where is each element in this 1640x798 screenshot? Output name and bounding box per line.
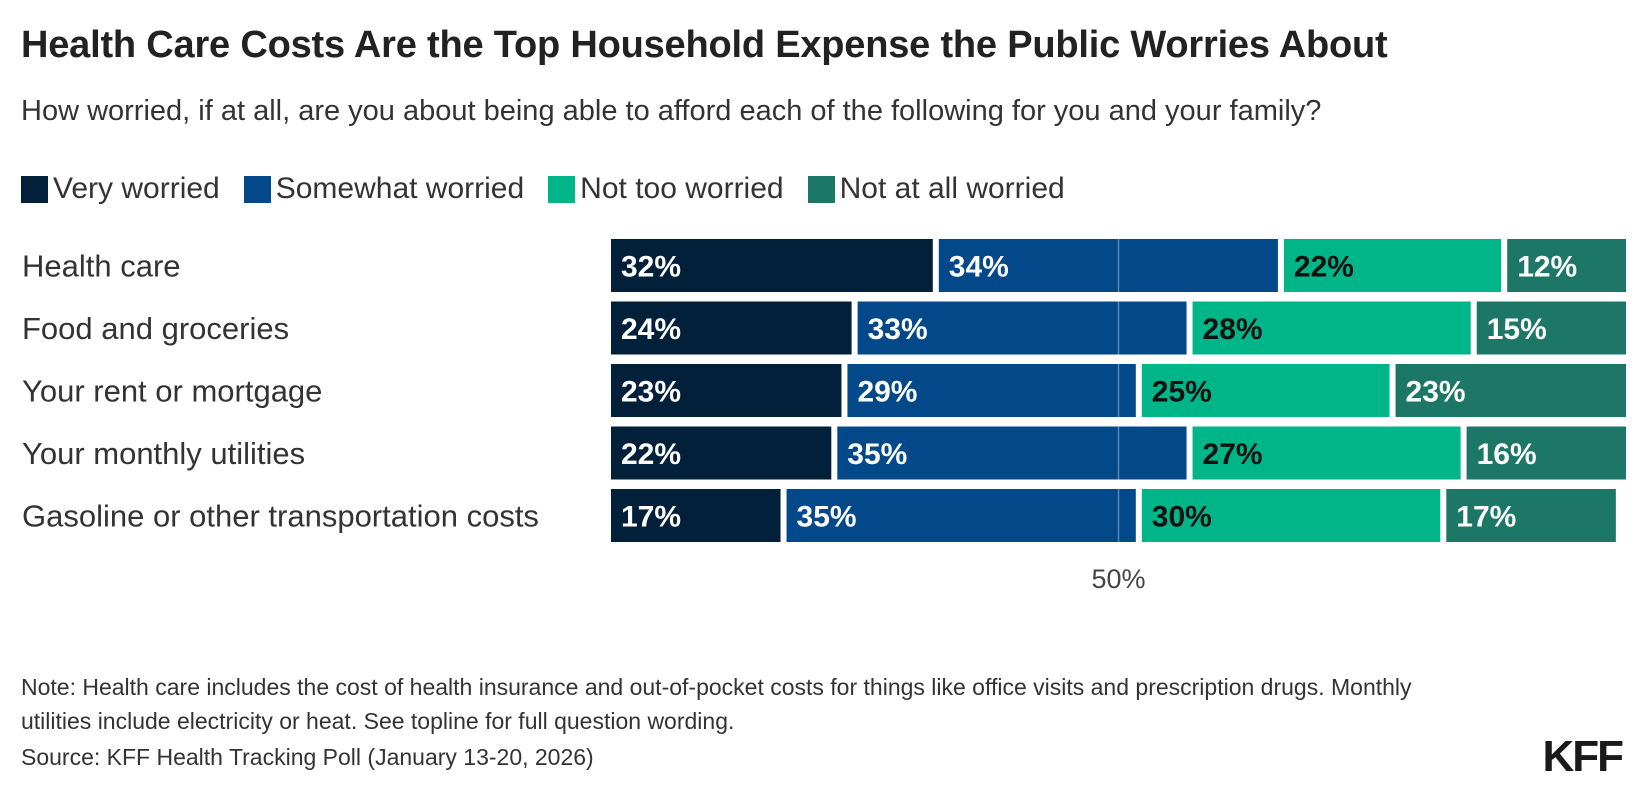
chart-source: Source: KFF Health Tracking Poll (Januar… [21, 744, 594, 770]
bar-your-monthly-utilities-somewhat-worried [837, 426, 1187, 480]
bar-gasoline-or-other-transportation-costs-somewhat-worried [786, 489, 1136, 542]
reference-line-label: 50% [1091, 564, 1145, 594]
stacked-bar-chart: Health care 32% 34% 22% 12% Food and grocerie… [22, 239, 1626, 594]
data-label-health-care-not-at-all-worried: 12% [1517, 251, 1577, 284]
data-label-your-monthly-utilities-not-too-worried: 27% [1203, 438, 1263, 471]
bar-your-rent-or-mortgage-somewhat-worried [847, 364, 1136, 417]
data-label-food-and-groceries-very-worried: 24% [621, 313, 681, 346]
data-label-food-and-groceries-not-at-all-worried: 15% [1487, 313, 1547, 346]
bar-food-and-groceries-somewhat-worried [857, 301, 1187, 355]
category-label-food-and-groceries: Food and groceries [22, 311, 289, 346]
bar-your-rent-or-mortgage-not-at-all-worried [1395, 364, 1626, 417]
bar-food-and-groceries-not-too-worried [1192, 301, 1471, 355]
bar-food-and-groceries-very-worried [611, 301, 852, 355]
bar-your-monthly-utilities-not-at-all-worried [1466, 426, 1626, 480]
data-label-your-rent-or-mortgage-very-worried: 23% [621, 376, 681, 409]
bar-health-care-somewhat-worried [938, 239, 1278, 292]
data-label-gasoline-or-other-transportation-costs-very-worried: 17% [621, 501, 681, 534]
legend-swatch-very-worried [21, 175, 48, 203]
bar-food-and-groceries-not-at-all-worried [1476, 301, 1626, 355]
data-label-food-and-groceries-not-too-worried: 28% [1203, 313, 1263, 346]
category-label-health-care: Health care [22, 249, 181, 284]
data-label-food-and-groceries-somewhat-worried: 33% [868, 313, 928, 346]
bar-health-care-very-worried [611, 239, 933, 292]
legend-label-not-at-all-worried: Not at all worried [839, 172, 1065, 205]
chart-note: Note: Health care includes the cost of h… [21, 674, 1412, 734]
chart-legend: Very worried Somewhat worried Not too wo… [21, 172, 1089, 206]
data-label-gasoline-or-other-transportation-costs-not-at-all-worried: 17% [1456, 501, 1516, 534]
data-label-gasoline-or-other-transportation-costs-not-too-worried: 30% [1152, 501, 1212, 534]
category-label-your-rent-or-mortgage: Your rent or mortgage [22, 374, 322, 409]
bar-your-rent-or-mortgage-very-worried [611, 364, 842, 417]
data-label-health-care-not-too-worried: 22% [1294, 251, 1354, 284]
data-label-health-care-somewhat-worried: 34% [949, 251, 1009, 284]
chart-subtitle: How worried, if at all, are you about be… [21, 95, 1322, 127]
legend-label-very-worried: Very worried [53, 172, 220, 205]
legend-item-very-worried: Very worried [21, 172, 220, 206]
legend-item-not-at-all-worried: Not at all worried [807, 172, 1065, 206]
legend-label-not-too-worried: Not too worried [580, 172, 784, 205]
legend-label-somewhat-worried: Somewhat worried [275, 172, 525, 205]
bar-health-care-not-at-all-worried [1507, 239, 1626, 292]
bar-gasoline-or-other-transportation-costs-very-worried [611, 489, 781, 542]
bar-your-rent-or-mortgage-not-too-worried [1141, 364, 1390, 417]
bar-your-monthly-utilities-not-too-worried [1192, 426, 1461, 480]
category-label-your-monthly-utilities: Your monthly utilities [22, 436, 305, 471]
data-label-your-rent-or-mortgage-not-at-all-worried: 23% [1406, 376, 1466, 409]
data-label-your-monthly-utilities-very-worried: 22% [621, 438, 681, 471]
legend-swatch-somewhat-worried [243, 175, 271, 203]
data-label-your-monthly-utilities-not-at-all-worried: 16% [1477, 438, 1537, 471]
kff-logo: KFF [1542, 732, 1624, 781]
data-label-health-care-very-worried: 32% [621, 251, 681, 284]
data-label-your-monthly-utilities-somewhat-worried: 35% [847, 438, 907, 471]
data-label-your-rent-or-mortgage-somewhat-worried: 29% [857, 376, 917, 409]
bar-health-care-not-too-worried [1283, 239, 1502, 292]
category-label-gasoline-or-other-transportation-costs: Gasoline or other transportation costs [22, 499, 539, 534]
legend-item-not-too-worried: Not too worried [548, 172, 784, 206]
data-label-your-rent-or-mortgage-not-too-worried: 25% [1152, 376, 1212, 409]
legend-swatch-not-too-worried [548, 175, 576, 203]
bar-your-monthly-utilities-very-worried [611, 426, 832, 480]
bar-gasoline-or-other-transportation-costs-not-too-worried [1141, 489, 1441, 542]
data-label-gasoline-or-other-transportation-costs-somewhat-worried: 35% [797, 501, 857, 534]
legend-swatch-not-at-all-worried [807, 175, 835, 203]
chart-title: Health Care Costs Are the Top Household … [21, 24, 1388, 66]
legend-item-somewhat-worried: Somewhat worried [243, 172, 525, 206]
bar-gasoline-or-other-transportation-costs-not-at-all-worried [1446, 489, 1616, 542]
